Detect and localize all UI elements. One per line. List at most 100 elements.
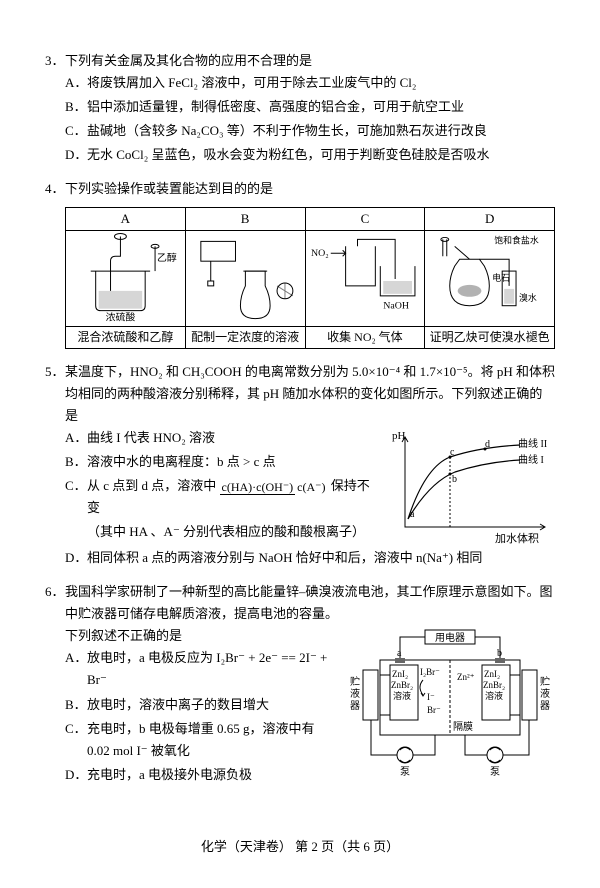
q6-pump-right: 泵 [490, 766, 500, 778]
q3-opt-c: 盐碱地（含较多 Na₂CO₃ 等）不利于作物生长，可施加熟石灰进行改良 [87, 120, 555, 142]
svg-text:器: 器 [350, 700, 360, 712]
svg-text:I₂Br⁻: I₂Br⁻ [420, 667, 440, 677]
q5-opt-c: 从 c 点到 d 点，溶液中 c(HA)·c(OH⁻)c(A⁻) 保持不变 [87, 475, 382, 519]
q4d-right: 溴水 [519, 291, 537, 302]
q4-img-d: 饱和食盐水 电石 溴水 [425, 230, 555, 326]
opt-label: D． [65, 547, 87, 569]
svg-text:Zn²⁺: Zn²⁺ [457, 672, 475, 682]
q6-opt-d: 充电时，a 电极接外电源负极 [87, 764, 339, 786]
q4a-label2: 乙醇 [157, 251, 177, 264]
q4-text: 下列实验操作或装置能达到目的的是 [65, 178, 555, 200]
q6-opt-c: 充电时，b 电极每增重 0.65 g，溶液中有 0.02 mol I⁻ 被氧化 [87, 718, 339, 762]
q5-ylabel: pH [392, 430, 406, 442]
opt-label: A． [65, 647, 87, 691]
q5-text: 某温度下，HNO₂ 和 CH₃COOH 的电离常数分别为 5.0×10⁻⁴ 和 … [65, 361, 555, 427]
q4-caption-row: 混合浓硫酸和乙醇 配制一定浓度的溶液 收集 NO₂ 气体 证明乙炔可使溴水褪色 [66, 326, 555, 348]
q6-opt-b: 放电时，溶液中离子的数目增大 [87, 694, 339, 716]
q5-curve1-label: 曲线 I [518, 453, 544, 466]
q4-stem: 4． 下列实验操作或装置能达到目的的是 [45, 178, 555, 200]
q6-membrane: 隔膜 [453, 721, 473, 733]
q4d-top: 饱和食盐水 [495, 234, 540, 245]
q4-cap-c: 收集 NO₂ 气体 [305, 326, 425, 348]
opt-label: C． [65, 718, 87, 762]
q5-opt-c-note: （其中 HA 、A⁻ 分别代表相应的酸和酸根离子） [87, 521, 382, 543]
q6-opt-a: 放电时，a 电极反应为 I₂Br⁻ + 2e⁻ == 2I⁻ + Br⁻ [87, 647, 339, 691]
q4-cap-b: 配制一定浓度的溶液 [185, 326, 305, 348]
q4a-label1: 浓硫酸 [106, 310, 136, 323]
q3-stem: 3． 下列有关金属及其化合物的应用不合理的是 [45, 50, 555, 72]
opt-label: B． [65, 694, 87, 716]
q3-opt-b: 铝中添加适量锂，制得低密度、高强度的铝合金，可用于航空工业 [87, 96, 555, 118]
q6-text: 我国科学家研制了一种新型的高比能量锌–碘溴液流电池，其工作原理示意图如下。图中贮… [65, 581, 555, 625]
q3-opt-a: 将废铁屑加入 FeCl₂ 溶液中，可用于除去工业废气中的 Cl₂ [87, 72, 555, 94]
q4c-naoh: NaOH [383, 300, 409, 311]
q5-curve2-label: 曲线 II [518, 437, 547, 450]
q4-col-d: D [425, 207, 555, 230]
q4-col-c: C [305, 207, 425, 230]
opt-label: C． [65, 475, 87, 519]
question-5: 5． 某温度下，HNO₂ 和 CH₃COOH 的电离常数分别为 5.0×10⁻⁴… [45, 361, 555, 569]
page-footer: 化学（天津卷） 第 2 页（共 6 页） [45, 836, 555, 858]
svg-text:溶液: 溶液 [393, 690, 411, 701]
q4-col-b: B [185, 207, 305, 230]
q3-opt-d: 无水 CoCl₂ 呈蓝色，吸水会变为粉红色，可用于判断变色硅胶是否吸水 [87, 144, 555, 166]
svg-text:液: 液 [350, 687, 360, 700]
q3-text: 下列有关金属及其化合物的应用不合理的是 [65, 50, 555, 72]
q5-opt-b: 溶液中水的电离程度：b 点 > c 点 [87, 451, 382, 473]
q5-fraction: c(HA)·c(OH⁻)c(A⁻) [220, 481, 328, 494]
svg-text:I⁻: I⁻ [427, 692, 435, 702]
svg-text:Br⁻: Br⁻ [427, 705, 441, 715]
q4c-gas: NO₂ [310, 248, 328, 259]
svg-text:ZnI₂: ZnI₂ [484, 669, 500, 679]
q6-diagram: 用电器 ZnI₂ ZnBr₂ 溶液 ZnI₂ ZnBr₂ 溶液 隔膜 I₂Br⁻… [345, 625, 555, 780]
opt-label: D． [65, 144, 87, 166]
q3-options: A．将废铁屑加入 FeCl₂ 溶液中，可用于除去工业废气中的 Cl₂ B．铝中添… [65, 72, 555, 166]
opt-label: D． [65, 764, 87, 786]
frac-den: c(A⁻) [295, 480, 327, 494]
q4-image-row: 浓硫酸 乙醇 NO₂ [66, 230, 555, 326]
q4-img-c: NO₂ NaOH [305, 230, 425, 326]
q5-point-a: a [410, 509, 415, 520]
q5-options: pH 加水体积 a b c d 曲线 II 曲线 I A．曲线 I 代表 HNO… [65, 427, 555, 569]
q5-stem: 5． 某温度下，HNO₂ 和 CH₃COOH 的电离常数分别为 5.0×10⁻⁴… [45, 361, 555, 427]
opt-label: C． [65, 120, 87, 142]
q6-stem: 6． 我国科学家研制了一种新型的高比能量锌–碘溴液流电池，其工作原理示意图如下。… [45, 581, 555, 625]
q4-img-b [185, 230, 305, 326]
svg-text:溶液: 溶液 [485, 690, 503, 701]
q4-table: A B C D 浓硫酸 乙醇 [65, 207, 555, 349]
svg-text:ZnBr₂: ZnBr₂ [483, 680, 505, 690]
q6-b-label: b [497, 648, 502, 659]
opt-label: A． [65, 427, 87, 449]
q5-opt-d: 相同体积 a 点的两溶液分别与 NaOH 恰好中和后，溶液中 n(Na⁺) 相同 [87, 547, 555, 569]
svg-text:ZnI₂: ZnI₂ [392, 669, 408, 679]
question-6: 6． 我国科学家研制了一种新型的高比能量锌–碘溴液流电池，其工作原理示意图如下。… [45, 581, 555, 786]
svg-text:贮: 贮 [540, 675, 550, 688]
q4-img-a: 浓硫酸 乙醇 [66, 230, 186, 326]
opt-label: A． [65, 72, 87, 94]
q4-cap-a: 混合浓硫酸和乙醇 [66, 326, 186, 348]
svg-text:器: 器 [540, 700, 550, 712]
svg-text:ZnBr₂: ZnBr₂ [391, 680, 413, 690]
q5-xlabel: 加水体积 [495, 531, 539, 545]
svg-text:液: 液 [540, 687, 550, 700]
q5-graph: pH 加水体积 a b c d 曲线 II 曲线 I [390, 427, 555, 547]
q5-point-b: b [452, 474, 457, 485]
q4-number: 4． [45, 178, 65, 200]
q5-number: 5． [45, 361, 65, 427]
q6-top-label: 用电器 [435, 631, 465, 644]
frac-num: c(HA)·c(OH⁻) [220, 480, 296, 495]
q5-opt-a: 曲线 I 代表 HNO₂ 溶液 [87, 427, 382, 449]
q4-cap-d: 证明乙炔可使溴水褪色 [425, 326, 555, 348]
q6-pump-left: 泵 [400, 766, 410, 778]
q4-header-row: A B C D [66, 207, 555, 230]
q6-number: 6． [45, 581, 65, 625]
svg-text:贮: 贮 [350, 675, 360, 688]
q6-options: 用电器 ZnI₂ ZnBr₂ 溶液 ZnI₂ ZnBr₂ 溶液 隔膜 I₂Br⁻… [65, 625, 555, 786]
opt-label: B． [65, 451, 87, 473]
q6-a-label: a [397, 648, 402, 659]
question-3: 3． 下列有关金属及其化合物的应用不合理的是 A．将废铁屑加入 FeCl₂ 溶液… [45, 50, 555, 166]
q4-col-a: A [66, 207, 186, 230]
opt-label: B． [65, 96, 87, 118]
q4d-mid: 电石 [493, 272, 511, 283]
q3-number: 3． [45, 50, 65, 72]
